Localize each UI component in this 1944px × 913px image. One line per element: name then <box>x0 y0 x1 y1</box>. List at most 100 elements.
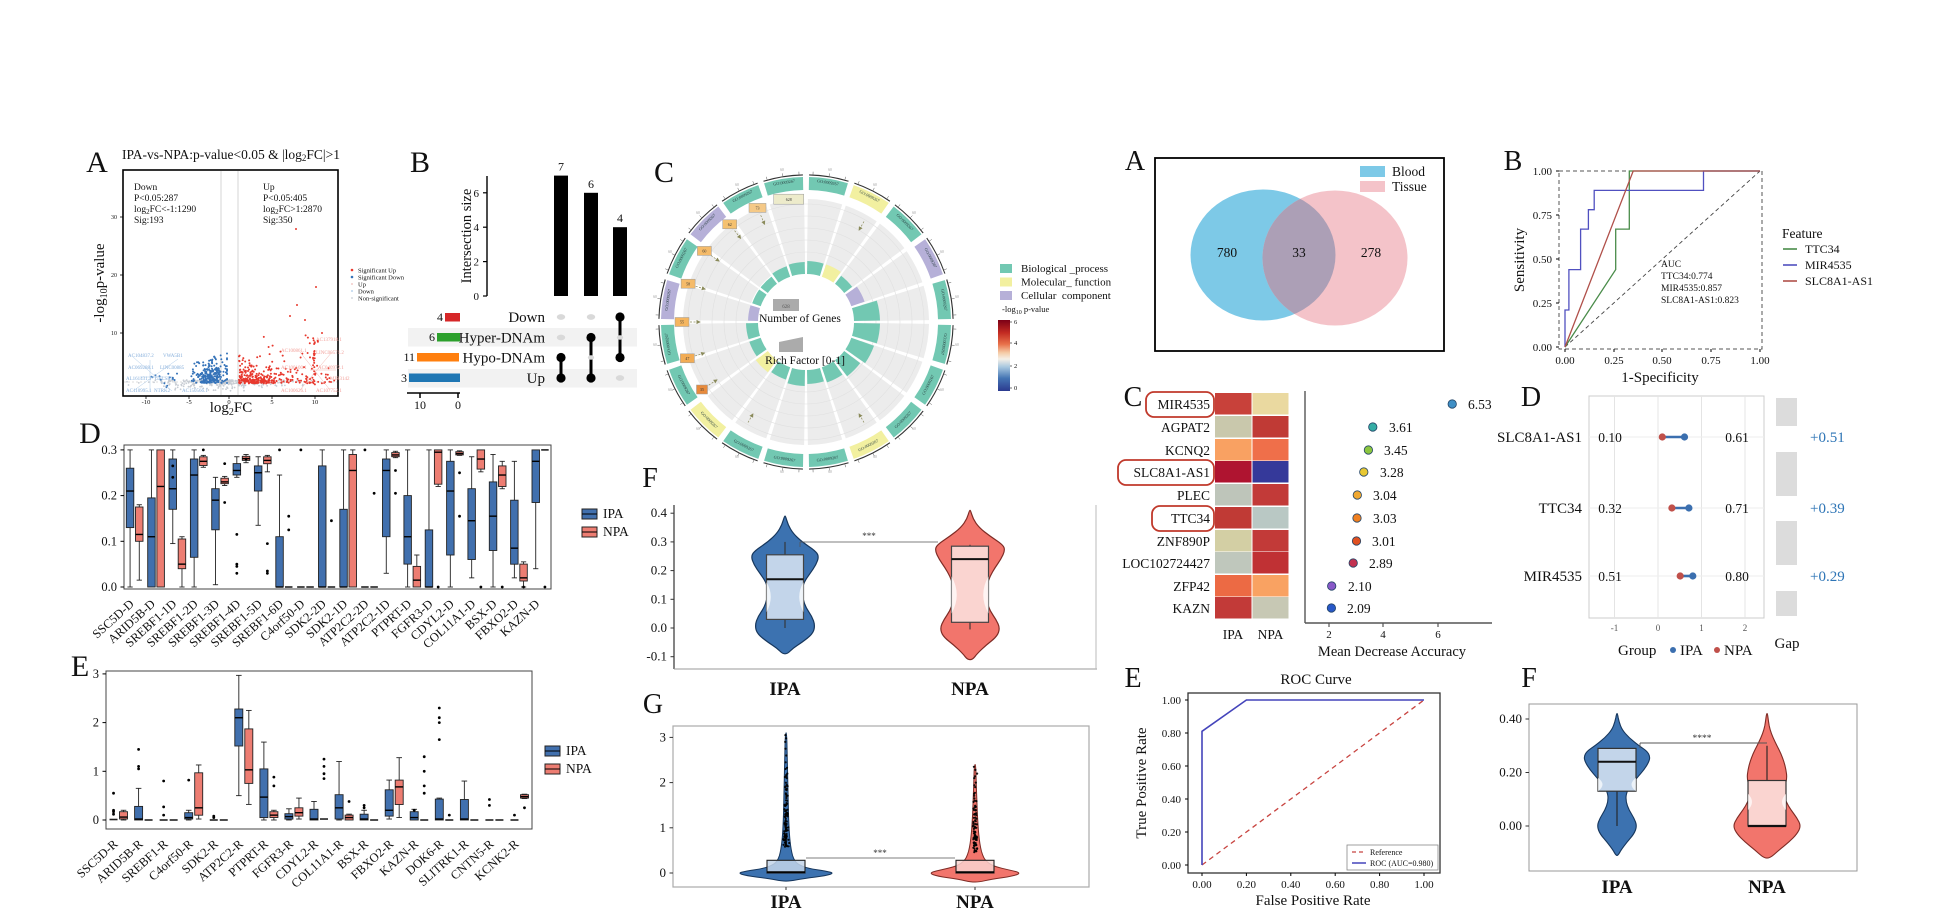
svg-text:IPA: IPA <box>769 679 801 700</box>
svg-text:0.2: 0.2 <box>101 489 117 503</box>
svg-text:1.00: 1.00 <box>1162 695 1182 707</box>
svg-text:C: C <box>1124 382 1143 413</box>
svg-text:Hypo-DNAm: Hypo-DNAm <box>463 351 546 367</box>
svg-text:-log10p-value: -log10p-value <box>92 243 110 322</box>
svg-text:6: 6 <box>1435 629 1441 641</box>
svg-text:GO:0009267: GO:0009267 <box>817 178 839 186</box>
svg-text:0.00: 0.00 <box>1192 879 1212 891</box>
svg-text:60: 60 <box>828 168 832 172</box>
svg-text:60: 60 <box>668 250 672 254</box>
svg-text:A: A <box>86 146 108 179</box>
svg-text:2: 2 <box>93 716 99 730</box>
svg-text:628: 628 <box>782 305 790 310</box>
svg-text:60: 60 <box>940 388 944 392</box>
svg-text:MIR3142: MIR3142 <box>330 377 350 382</box>
svg-text:0.00: 0.00 <box>1162 860 1182 872</box>
svg-text:LINC00571.2: LINC00571.2 <box>316 351 344 356</box>
svg-text:NPA: NPA <box>956 892 994 913</box>
svg-text:KCNQ2: KCNQ2 <box>1165 443 1210 458</box>
svg-text:Non-significant: Non-significant <box>358 296 399 303</box>
svg-text:4: 4 <box>474 222 480 234</box>
svg-text:3.03: 3.03 <box>1373 511 1397 526</box>
svg-text:MIR4535: MIR4535 <box>1524 569 1582 585</box>
svg-text:NPA: NPA <box>1724 643 1753 659</box>
svg-text:60: 60 <box>940 250 944 254</box>
svg-text:5: 5 <box>270 399 273 406</box>
svg-text:D: D <box>79 417 101 450</box>
svg-text:60: 60 <box>696 427 700 431</box>
svg-text:0.3: 0.3 <box>651 534 667 549</box>
svg-text:ZFP42: ZFP42 <box>1173 579 1210 594</box>
svg-text:1.00: 1.00 <box>1750 355 1770 367</box>
svg-text:11: 11 <box>403 350 415 364</box>
svg-text:55: 55 <box>680 320 684 325</box>
svg-text:2: 2 <box>1014 363 1017 370</box>
svg-text:30: 30 <box>111 215 117 221</box>
svg-text:1: 1 <box>1699 623 1704 633</box>
svg-text:B: B <box>1504 146 1523 177</box>
svg-text:73: 73 <box>756 206 760 211</box>
svg-text:Intersection size: Intersection size <box>459 189 475 284</box>
svg-text:1: 1 <box>660 820 667 835</box>
svg-text:58: 58 <box>686 281 690 286</box>
svg-text:0.61: 0.61 <box>1725 430 1749 445</box>
svg-text:3: 3 <box>660 729 667 744</box>
svg-text:0.50: 0.50 <box>1533 254 1553 266</box>
svg-text:0: 0 <box>93 813 99 827</box>
svg-text:0.1: 0.1 <box>101 534 117 548</box>
svg-text:log2FC: log2FC <box>210 400 253 418</box>
svg-text:0.71: 0.71 <box>1725 501 1749 516</box>
svg-text:0: 0 <box>1014 385 1017 392</box>
svg-text:10: 10 <box>414 398 426 412</box>
svg-text:AC040972.1: AC040972.1 <box>318 366 344 371</box>
svg-text:4: 4 <box>617 211 623 225</box>
svg-text:60: 60 <box>780 168 784 172</box>
svg-text:AC110995.1: AC110995.1 <box>126 389 152 394</box>
svg-text:Down: Down <box>508 310 545 326</box>
svg-text:ROC (AUC=0.980): ROC (AUC=0.980) <box>1370 859 1434 868</box>
svg-text:SLC8A1-AS1: SLC8A1-AS1 <box>1497 430 1582 446</box>
svg-text:Feature: Feature <box>1782 226 1822 241</box>
svg-text:0.32: 0.32 <box>1598 501 1622 516</box>
svg-text:60: 60 <box>955 343 959 347</box>
svg-text:628: 628 <box>786 197 792 202</box>
svg-text:AC069288.1: AC069288.1 <box>128 366 154 371</box>
svg-text:Down: Down <box>358 289 375 296</box>
svg-text:60: 60 <box>653 295 657 299</box>
svg-text:2: 2 <box>1743 623 1748 633</box>
svg-text:2.10: 2.10 <box>1348 579 1372 594</box>
svg-text:1-Specificity: 1-Specificity <box>1621 370 1699 386</box>
svg-text:0.20: 0.20 <box>1237 879 1257 891</box>
svg-text:0: 0 <box>660 865 667 880</box>
svg-text:SLC8A1-AS1: SLC8A1-AS1 <box>1805 274 1873 288</box>
svg-text:AC107752.1: AC107752.1 <box>316 389 342 394</box>
svg-text:0.00: 0.00 <box>1533 342 1553 354</box>
svg-text:F: F <box>1521 663 1537 694</box>
svg-text:Down: Down <box>134 183 157 193</box>
svg-text:0.80: 0.80 <box>1162 728 1182 740</box>
svg-text:0.2: 0.2 <box>651 563 667 578</box>
svg-text:0.51: 0.51 <box>1598 569 1622 584</box>
svg-text:AC100100.1: AC100100.1 <box>281 366 307 371</box>
svg-text:NPA: NPA <box>566 761 592 776</box>
svg-text:60: 60 <box>955 295 959 299</box>
svg-text:60: 60 <box>780 470 784 474</box>
svg-text:Blood: Blood <box>1392 164 1425 179</box>
svg-text:20: 20 <box>111 273 117 279</box>
svg-text:60: 60 <box>735 455 739 459</box>
svg-text:0.75: 0.75 <box>1701 355 1721 367</box>
svg-text:ROC Curve: ROC Curve <box>1280 672 1352 688</box>
svg-text:0.40: 0.40 <box>1162 794 1182 806</box>
svg-text:Sensitivity: Sensitivity <box>1512 227 1528 292</box>
svg-text:***: *** <box>873 848 887 858</box>
svg-text:0.20: 0.20 <box>1162 827 1182 839</box>
svg-text:-10: -10 <box>142 399 151 406</box>
svg-text:AGPAT2: AGPAT2 <box>1161 420 1210 435</box>
svg-text:G: G <box>643 689 663 720</box>
svg-text:0: 0 <box>474 291 480 303</box>
svg-text:3: 3 <box>93 667 99 681</box>
svg-text:35: 35 <box>700 387 704 392</box>
svg-text:Up: Up <box>358 282 366 289</box>
svg-text:278: 278 <box>1361 245 1382 260</box>
svg-text:0.60: 0.60 <box>1162 761 1182 773</box>
